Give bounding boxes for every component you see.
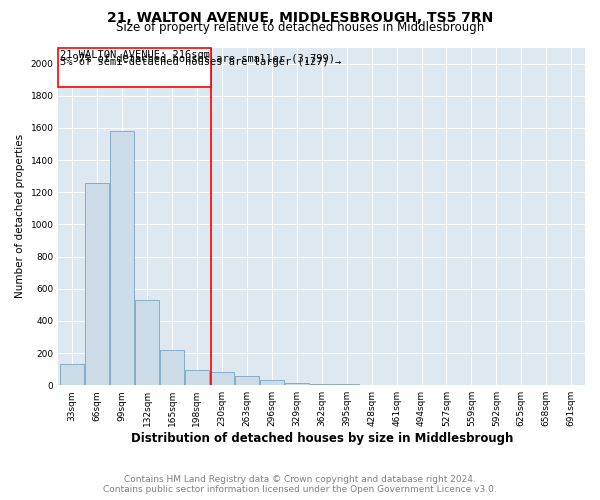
Text: Size of property relative to detached houses in Middlesbrough: Size of property relative to detached ho… <box>116 22 484 35</box>
Bar <box>85 182 109 385</box>
Y-axis label: Number of detached properties: Number of detached properties <box>15 134 25 298</box>
Text: 21, WALTON AVENUE, MIDDLESBROUGH, TS5 7RN: 21, WALTON AVENUE, MIDDLESBROUGH, TS5 7R… <box>107 12 493 26</box>
Bar <box>58 48 211 87</box>
Bar <box>210 372 234 385</box>
Text: 21 WALTON AVENUE: 216sqm: 21 WALTON AVENUE: 216sqm <box>59 50 209 60</box>
Bar <box>60 364 84 385</box>
Bar <box>110 131 134 385</box>
Bar <box>335 384 359 385</box>
Text: Contains public sector information licensed under the Open Government Licence v3: Contains public sector information licen… <box>103 484 497 494</box>
Text: 3% of semi-detached houses are larger (127) →: 3% of semi-detached houses are larger (1… <box>61 57 341 67</box>
Bar <box>260 380 284 385</box>
Bar <box>135 300 159 385</box>
Bar <box>235 376 259 385</box>
X-axis label: Distribution of detached houses by size in Middlesbrough: Distribution of detached houses by size … <box>131 432 513 445</box>
Bar <box>160 350 184 385</box>
Bar <box>285 383 308 385</box>
Text: Contains HM Land Registry data © Crown copyright and database right 2024.: Contains HM Land Registry data © Crown c… <box>124 474 476 484</box>
Bar <box>310 384 334 385</box>
Bar <box>185 370 209 385</box>
Text: ← 97% of detached houses are smaller (3,799): ← 97% of detached houses are smaller (3,… <box>61 54 335 64</box>
